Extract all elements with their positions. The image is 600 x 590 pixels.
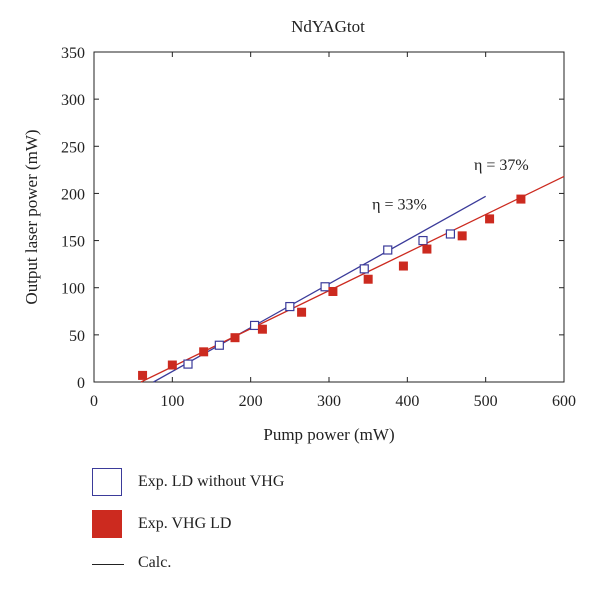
x-tick-label: 300 <box>317 393 341 410</box>
point-vhg <box>363 274 373 284</box>
y-tick-label: 300 <box>61 92 85 109</box>
point-without-vhg <box>320 282 330 292</box>
legend-item-calc: Calc. <box>92 552 392 582</box>
point-vhg <box>257 324 267 334</box>
y-tick-label: 150 <box>61 234 85 251</box>
point-without-vhg <box>418 235 428 246</box>
point-without-vhg <box>359 264 369 274</box>
y-axis: 0 50 100 150 200 250 300 350 <box>61 45 564 392</box>
legend-label: Exp. VHG LD <box>138 515 232 532</box>
point-vhg <box>485 214 495 224</box>
y-axis-label: Output laser power (mW) <box>22 129 41 304</box>
legend-label: Calc. <box>138 554 172 571</box>
x-tick-label: 0 <box>90 393 98 410</box>
point-vhg <box>398 261 408 271</box>
point-vhg <box>199 347 209 357</box>
x-tick-label: 500 <box>474 393 498 410</box>
y-tick-label: 250 <box>61 139 85 156</box>
line-icon <box>92 564 124 565</box>
point-vhg <box>138 370 148 380</box>
point-vhg <box>422 244 432 254</box>
efficiency-label-2: η = 37% <box>474 157 529 174</box>
x-tick-label: 100 <box>160 393 184 410</box>
chart-title: NdYAGtot <box>291 17 365 36</box>
fit-line-1 <box>153 195 486 383</box>
x-axis-label: Pump power (mW) <box>263 425 394 444</box>
point-vhg <box>328 286 338 296</box>
point-without-vhg <box>383 245 393 255</box>
point-vhg <box>516 194 526 204</box>
point-vhg <box>297 307 307 317</box>
x-tick-label: 600 <box>552 393 576 410</box>
efficiency-annotations: η = 33% η = 37% <box>372 157 529 214</box>
point-vhg <box>230 333 240 343</box>
x-tick-label: 400 <box>395 393 419 410</box>
point-vhg <box>457 231 467 241</box>
fit-line-2 <box>140 175 565 383</box>
point-without-vhg <box>285 301 295 312</box>
y-tick-label: 200 <box>61 186 85 203</box>
data-points <box>138 194 526 380</box>
point-vhg <box>167 360 177 370</box>
filled-square-icon <box>92 510 122 538</box>
point-without-vhg <box>183 359 193 369</box>
y-tick-label: 350 <box>61 45 85 62</box>
x-tick-label: 200 <box>239 393 263 410</box>
point-without-vhg <box>249 320 260 331</box>
x-axis: 0 100 200 300 400 500 600 <box>90 52 576 410</box>
point-without-vhg <box>214 340 224 350</box>
chart: NdYAGtot 0 50 100 150 200 250 300 350 0 100 200 30… <box>22 17 576 444</box>
y-tick-label: 0 <box>77 375 85 392</box>
fit-lines <box>140 175 565 383</box>
legend-item-vhg: Exp. VHG LD <box>92 510 392 540</box>
point-without-vhg <box>445 229 456 239</box>
legend-label: Exp. LD without VHG <box>138 473 285 490</box>
y-tick-label: 100 <box>61 281 85 298</box>
y-tick-label: 50 <box>69 328 85 345</box>
open-square-icon <box>92 468 122 496</box>
legend-item-without-vhg: Exp. LD without VHG <box>92 468 392 498</box>
efficiency-label-1: η = 33% <box>372 196 427 213</box>
